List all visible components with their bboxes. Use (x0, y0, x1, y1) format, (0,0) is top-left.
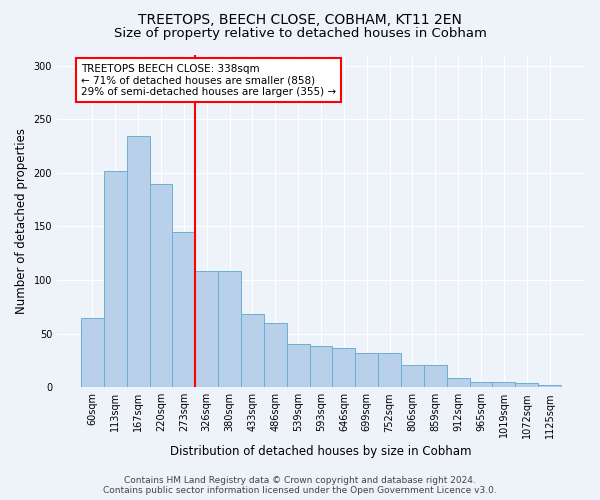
Bar (447, 378, 470, 387)
Text: Size of property relative to detached houses in Cobham: Size of property relative to detached ho… (113, 28, 487, 40)
Bar (355, 353, 378, 387)
Bar (310, 346, 332, 387)
Text: Contains HM Land Registry data © Crown copyright and database right 2024.
Contai: Contains HM Land Registry data © Crown c… (103, 476, 497, 495)
Bar (218, 272, 241, 387)
Bar (149, 184, 172, 387)
Bar (127, 136, 149, 387)
Bar (515, 383, 538, 387)
Bar (287, 344, 310, 387)
Bar (172, 232, 196, 387)
Bar (493, 382, 515, 387)
Bar (264, 323, 287, 387)
Bar (378, 353, 401, 387)
Text: TREETOPS, BEECH CLOSE, COBHAM, KT11 2EN: TREETOPS, BEECH CLOSE, COBHAM, KT11 2EN (138, 12, 462, 26)
Bar (196, 272, 218, 387)
Bar (104, 170, 127, 387)
Bar (538, 385, 561, 387)
X-axis label: Distribution of detached houses by size in Cobham: Distribution of detached houses by size … (170, 444, 472, 458)
Bar (241, 314, 264, 387)
Text: TREETOPS BEECH CLOSE: 338sqm
← 71% of detached houses are smaller (858)
29% of s: TREETOPS BEECH CLOSE: 338sqm ← 71% of de… (81, 64, 336, 97)
Bar (401, 364, 424, 387)
Bar (470, 382, 493, 387)
Bar (332, 348, 355, 387)
Bar (81, 318, 104, 387)
Y-axis label: Number of detached properties: Number of detached properties (15, 128, 28, 314)
Bar (424, 364, 447, 387)
